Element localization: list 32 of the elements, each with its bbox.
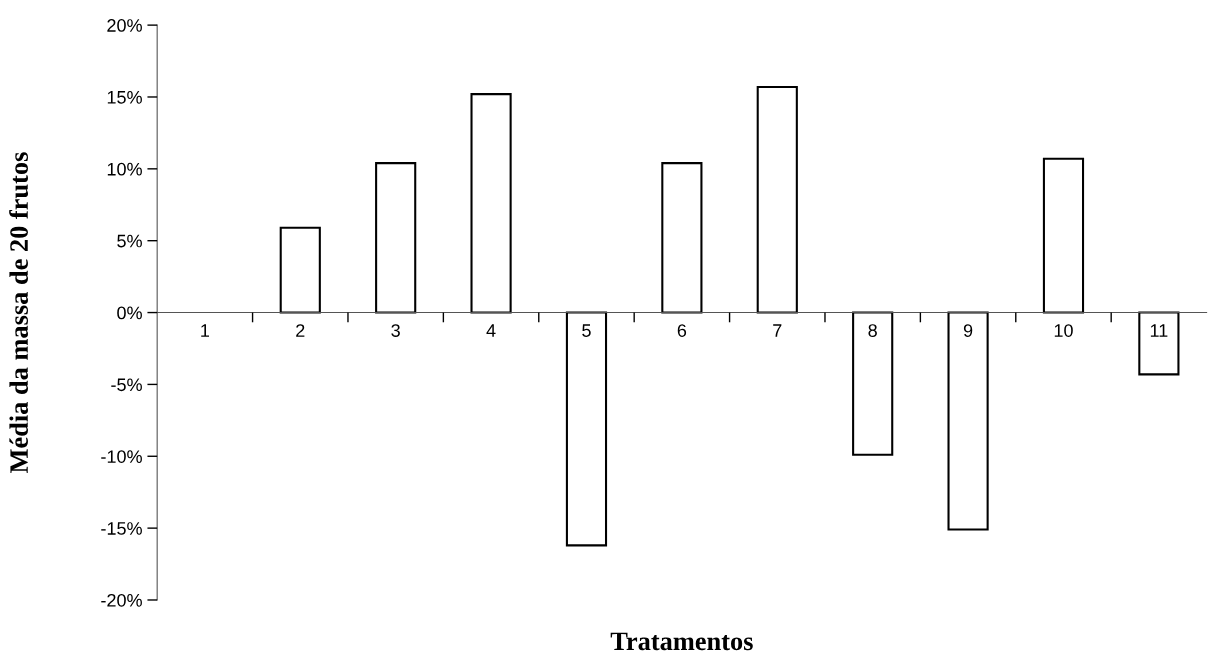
- x-tick-label: 8: [868, 324, 877, 337]
- x-tick-label: 7: [773, 324, 782, 337]
- x-axis-title: Tratamentos: [610, 632, 753, 651]
- y-tick-label: -10%: [101, 450, 142, 463]
- bar: [756, 85, 798, 314]
- x-tick-label: 9: [963, 324, 973, 337]
- bar: [852, 311, 894, 456]
- x-tick-label: 5: [582, 324, 591, 337]
- y-axis-title: Média da massa de 20 frutos: [9, 152, 29, 473]
- y-tick-label: 15%: [107, 91, 142, 104]
- bar: [1138, 311, 1180, 376]
- y-tick-label: 20%: [107, 19, 142, 32]
- x-tick-label: 4: [486, 324, 496, 337]
- bar: [1042, 157, 1085, 314]
- x-tick-label: 3: [391, 324, 400, 337]
- bar: [470, 93, 512, 314]
- x-tick-label: 2: [296, 324, 305, 337]
- y-tick-label: 10%: [107, 162, 142, 176]
- x-tick-label: 11: [1150, 324, 1168, 337]
- y-tick-label: -15%: [101, 522, 142, 535]
- bar: [661, 162, 703, 314]
- bar: [279, 226, 321, 314]
- bar: [947, 311, 989, 531]
- x-tick-label: 1: [201, 324, 210, 337]
- y-tick-label: 5%: [117, 234, 142, 248]
- bar: [565, 311, 608, 547]
- y-tick-label: -5%: [111, 378, 142, 392]
- x-tick-label: 10: [1054, 324, 1073, 337]
- y-tick-label: -20%: [101, 593, 142, 607]
- bar: [375, 162, 417, 314]
- y-tick-label: 0%: [117, 306, 142, 320]
- x-tick-label: 6: [677, 324, 687, 337]
